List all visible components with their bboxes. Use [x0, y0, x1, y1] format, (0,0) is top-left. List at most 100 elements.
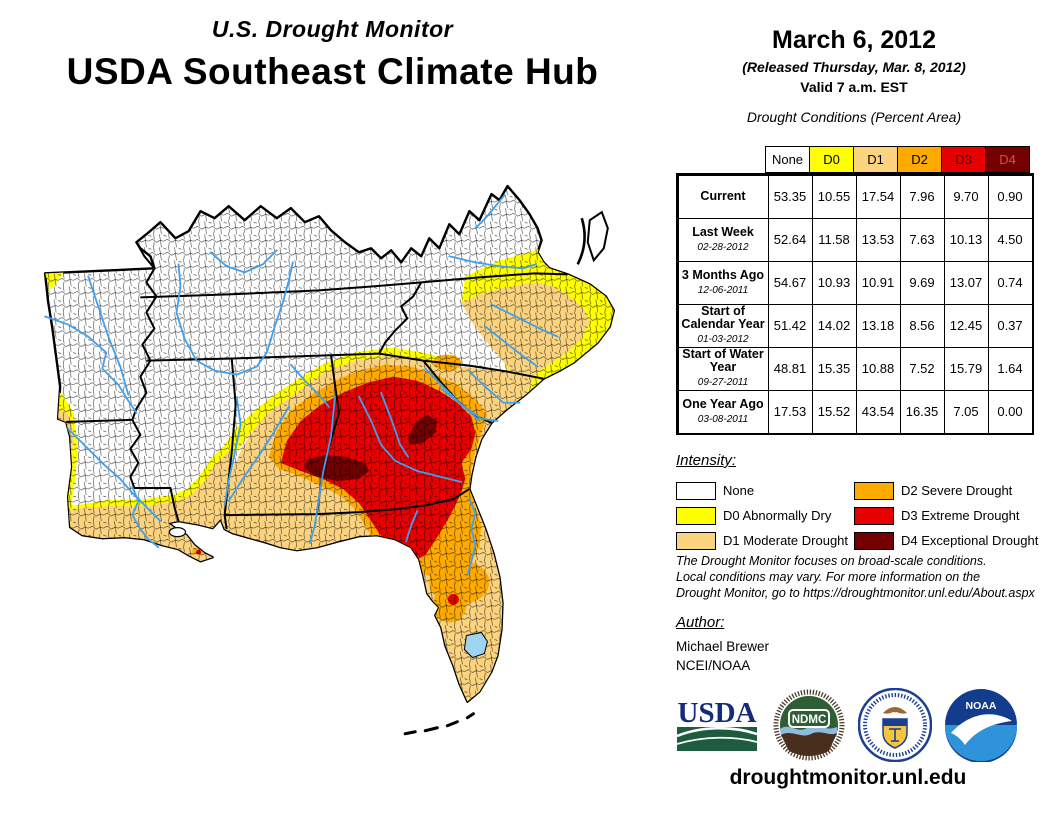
row-label: Start of Calendar Year 01-03-2012 [677, 303, 769, 348]
noaa-logo-icon: NOAA [945, 689, 1017, 762]
legend-item-d0: D0 Abnormally Dry [676, 506, 854, 525]
table-value: 0.90 [987, 174, 1033, 219]
legend-swatch-d4 [854, 531, 894, 550]
table-value: 11.58 [811, 217, 857, 262]
col-header-d4: D4 [985, 146, 1030, 173]
col-header-d1: D1 [853, 146, 898, 173]
table-value: 16.35 [899, 389, 945, 434]
table-value: 7.63 [899, 217, 945, 262]
row-label-date: 12-06-2011 [697, 284, 749, 296]
row-label-text: Start of Water Year [682, 347, 764, 374]
legend-label: D2 Severe Drought [901, 483, 1013, 498]
page-title: USDA Southeast Climate Hub [66, 51, 599, 92]
table-value: 7.05 [943, 389, 989, 434]
table-value: 13.18 [855, 303, 901, 348]
legend-item-d1: D1 Moderate Drought [676, 531, 854, 550]
table-value: 17.53 [767, 389, 813, 434]
svg-text:USDA: USDA [678, 697, 757, 729]
table-value: 48.81 [767, 346, 813, 391]
col-header-none: None [765, 146, 810, 173]
legend-swatch-d2 [854, 481, 894, 500]
disclaimer-line: The Drought Monitor focuses on broad-sca… [676, 554, 987, 568]
legend-swatch-d1 [676, 531, 716, 550]
lake-pontchartrain [168, 527, 187, 538]
legend-swatch-d3 [854, 506, 894, 525]
lakes [168, 527, 488, 659]
svg-text:NDMC: NDMC [792, 714, 827, 726]
commerce-seal-icon [858, 688, 932, 762]
col-header-d3: D3 [941, 146, 986, 173]
table-value: 10.88 [855, 346, 901, 391]
table-value: 0.00 [987, 389, 1033, 434]
legend-grid: None D2 Severe Drought D0 Abnormally Dry… [676, 478, 1040, 553]
ndmc-logo-icon: NDMC [773, 689, 845, 761]
legend-title: Intensity: [676, 452, 737, 469]
table-value: 13.07 [943, 260, 989, 305]
row-label-date: 02-28-2012 [697, 241, 749, 253]
table-value: 10.55 [811, 174, 857, 219]
row-label-text: Current [700, 189, 746, 203]
row-label: Current [677, 174, 769, 219]
table-value: 9.69 [899, 260, 945, 305]
table-value: 10.91 [855, 260, 901, 305]
lake-okeechobee [463, 631, 488, 659]
legend-label: D3 Extreme Drought [901, 508, 1020, 523]
table-value: 10.13 [943, 217, 989, 262]
row-label-date: 09-27-2011 [697, 377, 749, 388]
table-body: Current 53.35 10.55 17.54 7.96 9.70 0.90… [676, 173, 1034, 435]
table-value: 14.02 [811, 303, 857, 348]
row-label: Last Week 02-28-2012 [677, 217, 769, 262]
drought-map [28, 156, 660, 808]
table-value: 51.42 [767, 303, 813, 348]
table-value: 8.56 [899, 303, 945, 348]
row-label-text: One Year Ago [682, 396, 764, 411]
legend-item-none: None [676, 481, 854, 500]
table-value: 15.35 [811, 346, 857, 391]
drought-conditions-table: None D0 D1 D2 D3 D4 Current 53.35 10.55 … [676, 146, 1034, 435]
table-title: Drought Conditions (Percent Area) [746, 109, 962, 125]
disclaimer-line: Local conditions may vary. For more info… [676, 570, 981, 584]
usda-logo-icon: USDA [676, 697, 758, 751]
intensity-legend: Intensity: None D2 Severe Drought D0 Abn… [676, 452, 1040, 553]
table-value: 1.64 [987, 346, 1033, 391]
table-value: 53.35 [767, 174, 813, 219]
drought-monitor-url: droughtmonitor.unl.edu [729, 766, 967, 789]
row-label-text: 3 Months Ago [681, 267, 765, 282]
legend-item-d3: D3 Extreme Drought [854, 506, 1040, 525]
table-value: 13.53 [855, 217, 901, 262]
disclaimer-text: The Drought Monitor focuses on broad-sca… [676, 553, 1056, 601]
table-value: 52.64 [767, 217, 813, 262]
legend-swatch-d0 [676, 506, 716, 525]
row-label: Start of Water Year 09-27-2011 [677, 346, 769, 391]
legend-label: None [723, 483, 755, 498]
release-date: (Released Thursday, Mar. 8, 2012) [742, 59, 966, 75]
table-value: 15.52 [811, 389, 857, 434]
col-header-d0: D0 [809, 146, 854, 173]
florida-keys [403, 712, 475, 736]
rivers [44, 194, 559, 577]
table-value: 10.93 [811, 260, 857, 305]
report-title: U.S. Drought Monitor [211, 16, 454, 42]
table-value: 12.45 [943, 303, 989, 348]
table-value: 7.52 [899, 346, 945, 391]
legend-item-d2: D2 Severe Drought [854, 481, 1040, 500]
right-panel: March 6, 2012 (Released Thursday, Mar. 8… [668, 26, 1040, 125]
row-label-text: Last Week [692, 224, 754, 239]
table-value: 0.74 [987, 260, 1033, 305]
legend-label: D0 Abnormally Dry [723, 508, 832, 523]
author-org: NCEI/NOAA [676, 658, 751, 673]
table-value: 43.54 [855, 389, 901, 434]
southeast-map-svg [43, 184, 616, 736]
map-date: March 6, 2012 [772, 26, 936, 54]
table-value: 17.54 [855, 174, 901, 219]
table-header-spacer [676, 146, 766, 171]
table-value: 4.50 [987, 217, 1033, 262]
row-label-text: Start of Calendar Year [681, 304, 765, 331]
table-value: 0.37 [987, 303, 1033, 348]
legend-swatch-none [676, 481, 716, 500]
table-header-row: None D0 D1 D2 D3 D4 [676, 146, 1034, 173]
chesapeake-bay [576, 210, 609, 265]
table-value: 7.96 [899, 174, 945, 219]
state-borders [66, 241, 568, 530]
